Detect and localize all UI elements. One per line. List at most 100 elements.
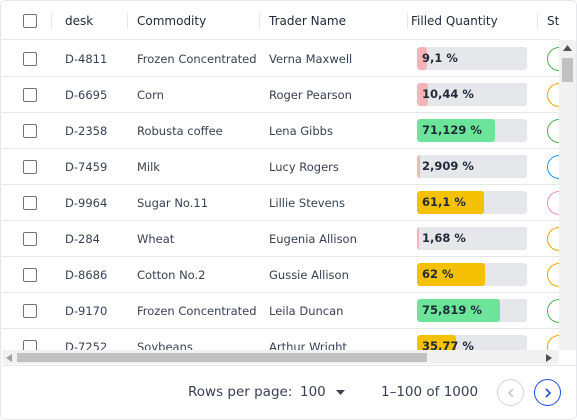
row-select-cell[interactable] [23, 257, 43, 292]
column-separator[interactable] [407, 13, 408, 29]
column-header-status[interactable]: Status [547, 13, 559, 28]
cell-trader-name: Leila Duncan [269, 303, 344, 318]
cell-desk: D-2358 [65, 123, 108, 138]
chevron-left-icon [507, 387, 514, 398]
pagination-range: 1–100 of 1000 [381, 384, 479, 400]
cell-status [547, 113, 559, 148]
column-separator[interactable] [537, 13, 538, 29]
row-select-cell[interactable] [23, 329, 43, 350]
cell-commodity: Wheat [137, 231, 175, 246]
progress-value: 2,909 % [422, 159, 474, 173]
progress-bar-fill [417, 227, 419, 250]
row-checkbox[interactable] [23, 231, 37, 246]
column-header-trader-name[interactable]: Trader Name [269, 13, 347, 28]
progress-value: 61,1 % [422, 195, 466, 209]
table-row[interactable]: D-6695 Corn Roger Pearson 10,44 % [2, 77, 559, 113]
scroll-right-arrow-icon[interactable] [546, 354, 552, 362]
cell-status [547, 77, 559, 112]
column-header-commodity[interactable]: Commodity [137, 13, 207, 28]
scroll-left-arrow-icon[interactable] [6, 354, 12, 362]
row-checkbox[interactable] [23, 159, 37, 174]
table-row[interactable]: D-8686 Cotton No.2 Gussie Allison 62 % [2, 257, 559, 293]
table-row[interactable]: D-9964 Sugar No.11 Lillie Stevens 61,1 % [2, 185, 559, 221]
status-chip [547, 154, 559, 179]
select-all-cell[interactable] [23, 2, 43, 39]
progress-value: 10,44 % [422, 87, 474, 101]
row-select-cell[interactable] [23, 77, 43, 112]
row-select-cell[interactable] [23, 185, 43, 220]
column-separator[interactable] [259, 13, 260, 29]
previous-page-button[interactable] [497, 379, 524, 406]
table-row[interactable]: D-7459 Milk Lucy Rogers 2,909 % [2, 149, 559, 185]
cell-trader-name: Gussie Allison [269, 267, 349, 282]
cell-desk: D-6695 [65, 87, 108, 102]
cell-filled-quantity: 9,1 % [417, 41, 532, 76]
progress-value: 1,68 % [422, 231, 466, 245]
progress-bar: 62 % [417, 263, 527, 286]
progress-value: 35,77 % [422, 339, 474, 350]
row-select-cell[interactable] [23, 293, 43, 328]
cell-status [547, 149, 559, 184]
cell-commodity: Soybeans [137, 339, 193, 351]
table-row[interactable]: D-7252 Soybeans Arthur Wright 35,77 % [2, 329, 559, 350]
column-header-filled-quantity[interactable]: Filled Quantity [411, 13, 498, 28]
progress-bar: 71,129 % [417, 119, 527, 142]
cell-trader-name: Lena Gibbs [269, 123, 333, 138]
horizontal-scroll-thumb[interactable] [17, 353, 427, 362]
progress-bar: 2,909 % [417, 155, 527, 178]
row-checkbox[interactable] [23, 123, 37, 138]
cell-filled-quantity: 62 % [417, 257, 532, 292]
progress-bar: 35,77 % [417, 335, 527, 350]
cell-commodity: Corn [137, 87, 164, 102]
row-checkbox[interactable] [23, 87, 37, 102]
status-chip [547, 82, 559, 107]
column-header-desk[interactable]: desk [65, 13, 94, 28]
cell-status [547, 257, 559, 292]
table-row[interactable]: D-2358 Robusta coffee Lena Gibbs 71,129 % [2, 113, 559, 149]
row-checkbox[interactable] [23, 303, 37, 318]
rows-per-page-select[interactable]: 100 [300, 366, 348, 418]
status-chip [547, 118, 559, 143]
column-separator[interactable] [127, 13, 128, 29]
status-chip [547, 226, 559, 251]
status-chip [547, 262, 559, 287]
cell-trader-name: Eugenia Allison [269, 231, 357, 246]
cell-desk: D-9964 [65, 195, 108, 210]
progress-value: 71,129 % [422, 123, 482, 137]
scroll-up-arrow-icon[interactable] [563, 45, 572, 51]
pagination-footer: Rows per page: 100 1–100 of 1000 [2, 365, 576, 419]
cell-status [547, 185, 559, 220]
next-page-button[interactable] [534, 379, 561, 406]
vertical-scrollbar[interactable] [559, 40, 576, 350]
row-select-cell[interactable] [23, 221, 43, 256]
row-checkbox[interactable] [23, 195, 37, 210]
row-select-cell[interactable] [23, 41, 43, 76]
vertical-scroll-thumb[interactable] [562, 58, 573, 82]
progress-bar: 10,44 % [417, 83, 527, 106]
row-checkbox[interactable] [23, 339, 37, 350]
horizontal-scrollbar[interactable] [2, 350, 559, 364]
table-row[interactable]: D-284 Wheat Eugenia Allison 1,68 % [2, 221, 559, 257]
progress-bar-fill [417, 263, 486, 286]
cell-commodity: Sugar No.11 [137, 195, 209, 210]
select-all-checkbox[interactable] [23, 13, 37, 28]
progress-value: 75,819 % [422, 303, 482, 317]
cell-filled-quantity: 2,909 % [417, 149, 532, 184]
cell-filled-quantity: 61,1 % [417, 185, 532, 220]
caret-down-icon [335, 389, 345, 395]
row-checkbox[interactable] [23, 51, 37, 66]
column-separator[interactable] [51, 13, 52, 29]
row-checkbox[interactable] [23, 267, 37, 282]
progress-bar-fill [417, 299, 501, 322]
table-row[interactable]: D-4811 Frozen Concentrated Orange Juice Ve… [2, 41, 559, 77]
cell-filled-quantity: 10,44 % [417, 77, 532, 112]
row-select-cell[interactable] [23, 113, 43, 148]
status-chip [547, 298, 559, 323]
row-select-cell[interactable] [23, 149, 43, 184]
cell-status [547, 41, 559, 76]
progress-value: 62 % [422, 267, 454, 281]
status-chip [547, 46, 559, 71]
table-row[interactable]: D-9170 Frozen Concentrated Orange Juice Le… [2, 293, 559, 329]
status-chip [547, 334, 559, 350]
